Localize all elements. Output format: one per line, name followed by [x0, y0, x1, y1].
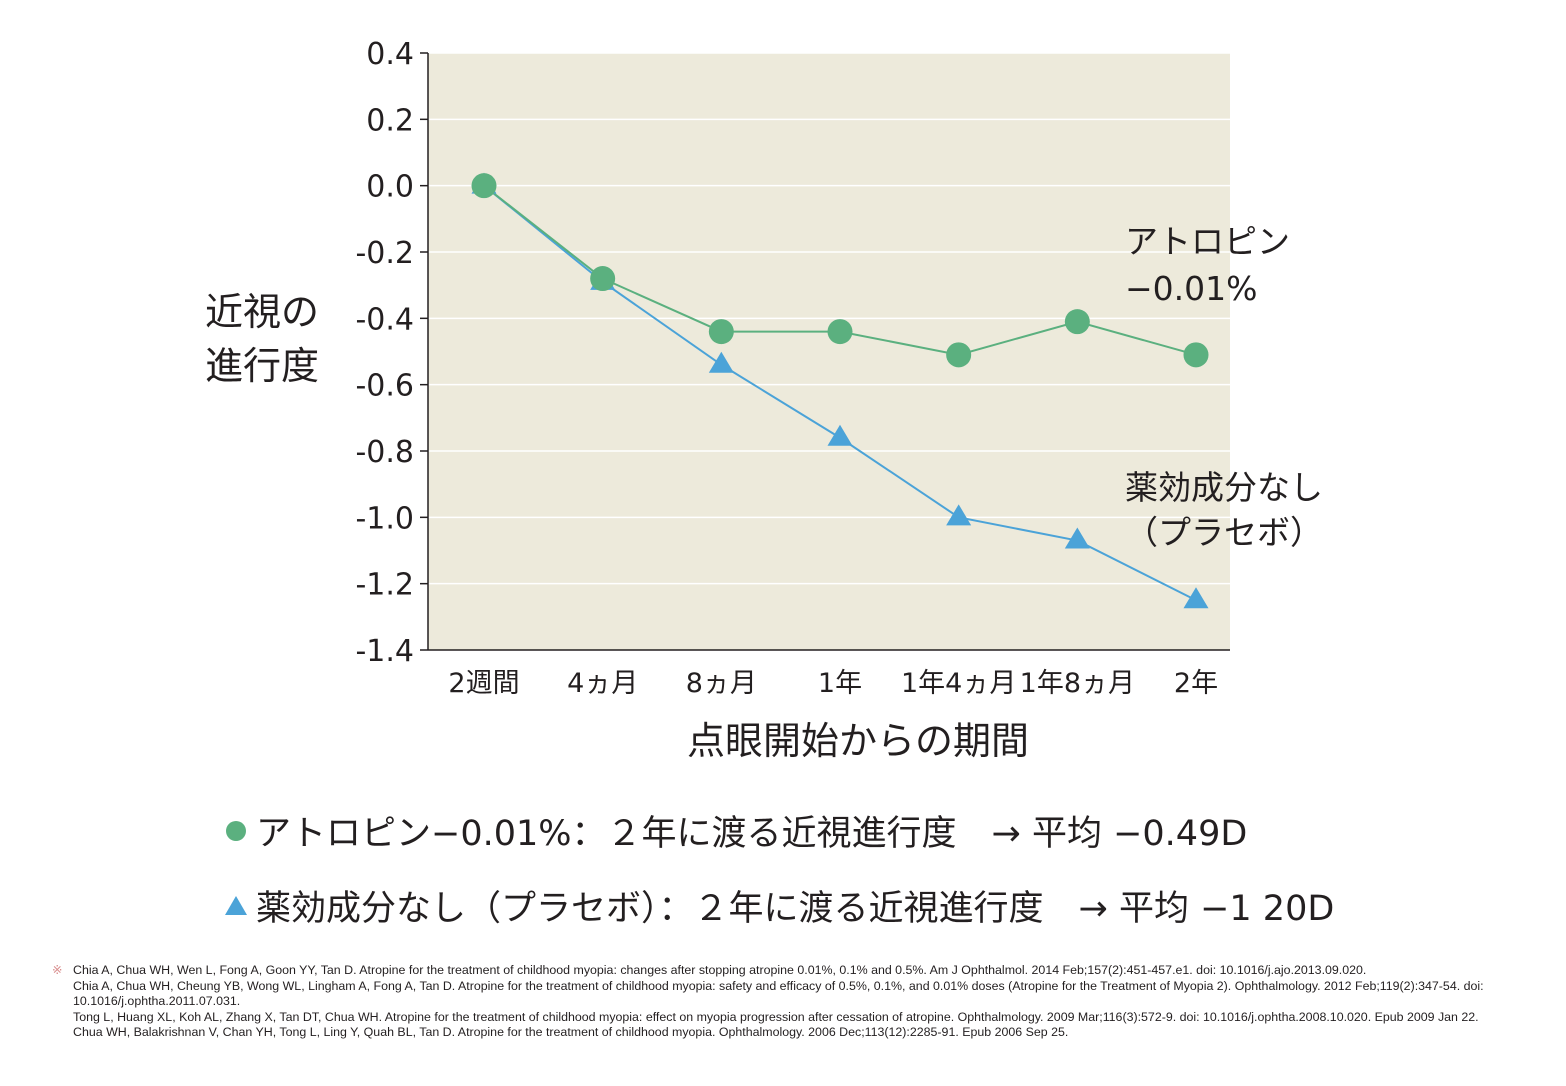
atropine-data-point [590, 266, 616, 292]
x-tick-label: 1年4ヵ月 [901, 668, 1016, 699]
legend-item-placebo: 薬効成分なし（プラセボ）：２年に渡る近視進行度 → 平均 −1 20D [222, 880, 1334, 931]
x-tick-label: 1年 [818, 668, 862, 699]
x-tick-label: 4ヵ月 [567, 668, 638, 699]
y-tick-label: -0.8 [355, 435, 414, 470]
y-axis-label-line-1: 近視の [205, 290, 319, 334]
legend-item-atropine: アトロピン−0.01%：２年に渡る近視進行度 → 平均 −0.49D [222, 805, 1247, 856]
reference-item: Tong L, Huang XL, Koh AL, Zhang X, Tan D… [73, 1009, 1479, 1024]
x-tick-label: 2週間 [448, 668, 519, 699]
y-tick-label: 0.4 [366, 37, 414, 72]
blue-triangle-icon [222, 896, 250, 915]
y-tick-label: -1.0 [355, 501, 414, 536]
y-tick-label: -1.2 [355, 568, 414, 603]
x-tick-label: 8ヵ月 [686, 668, 757, 699]
y-ticks: 0.4 0.2 0.0 -0.2 -0.4 -0.6 -0.8 -1.0 -1.2 -1.4 [355, 37, 428, 669]
placebo-data-point [1183, 587, 1209, 609]
placebo-data-point [946, 504, 972, 526]
y-tick-label: -0.6 [355, 369, 414, 404]
y-tick-label: -0.4 [355, 302, 414, 337]
atropine-data-point [708, 319, 734, 345]
x-ticks: 2週間 4ヵ月 8ヵ月 1年 1年4ヵ月 1年8ヵ月 2年 [448, 668, 1218, 699]
x-axis-label: 点眼開始からの期間 [687, 719, 1029, 763]
green-circle-icon [222, 820, 250, 841]
legend-text-placebo: 薬効成分なし（プラセボ）：２年に渡る近視進行度 → 平均 −1 20D [256, 889, 1335, 929]
y-tick-label: -0.2 [355, 236, 414, 271]
plot-area [428, 53, 1230, 650]
atropine-data-point [946, 342, 972, 368]
placebo-data-point [827, 424, 853, 446]
gridlines [428, 52, 1230, 585]
placebo-annotation-line-2: （プラセボ） [1125, 513, 1323, 552]
y-tick-label: 0.2 [366, 103, 414, 138]
series [471, 172, 1209, 609]
reference-item: Chia A, Chua WH, Cheung YB, Wong WL, Lin… [73, 978, 1484, 1009]
reference-item: Chua WH, Balakrishnan V, Chan YH, Tong L… [73, 1025, 1069, 1039]
references: ※ Chia A, Chua WH, Wen L, Fong A, Goon Y… [52, 963, 1512, 1041]
atropine-data-point [471, 173, 497, 199]
placebo-data-point [708, 351, 734, 373]
legend-text-atropine: アトロピン−0.01%：２年に渡る近視進行度 → 平均 −0.49D [256, 814, 1248, 854]
x-tick-label: 2年 [1174, 668, 1218, 699]
y-axis-label-line-2: 進行度 [205, 344, 319, 388]
reference-item: Chia A, Chua WH, Wen L, Fong A, Goon YY,… [73, 963, 1367, 977]
reference-mark: ※ [52, 963, 63, 977]
atropine-data-point [1064, 309, 1090, 335]
y-tick-label: -1.4 [355, 634, 414, 669]
myopia-progression-chart: 0.4 0.2 0.0 -0.2 -0.4 -0.6 -0.8 -1.0 -1.2 -1.4 2週… [205, 37, 1323, 763]
x-tick-label: 1年8ヵ月 [1020, 668, 1135, 699]
atropine-data-point [1183, 342, 1209, 368]
y-tick-label: 0.0 [366, 170, 414, 205]
placebo-annotation-line-1: 薬効成分なし [1125, 468, 1323, 507]
atropine-data-point [827, 319, 853, 345]
placebo-data-point [1064, 527, 1090, 549]
atropine-annotation-line-1: アトロピン [1125, 222, 1290, 261]
atropine-annotation-line-2: −0.01% [1125, 269, 1257, 308]
